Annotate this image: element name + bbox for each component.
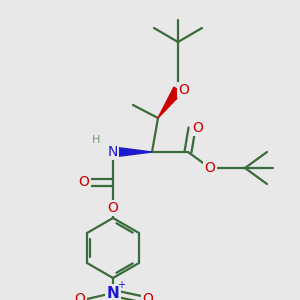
Polygon shape [158,87,182,118]
Text: H: H [92,135,100,145]
Text: O: O [75,292,86,300]
Text: O: O [79,175,89,189]
Text: N: N [108,145,118,159]
Text: O: O [108,201,118,215]
Text: N: N [106,286,119,300]
Text: O: O [142,292,153,300]
Text: +: + [117,280,125,290]
Polygon shape [113,147,152,157]
Text: O: O [178,83,189,97]
Text: O: O [205,161,215,175]
Text: O: O [193,121,203,135]
